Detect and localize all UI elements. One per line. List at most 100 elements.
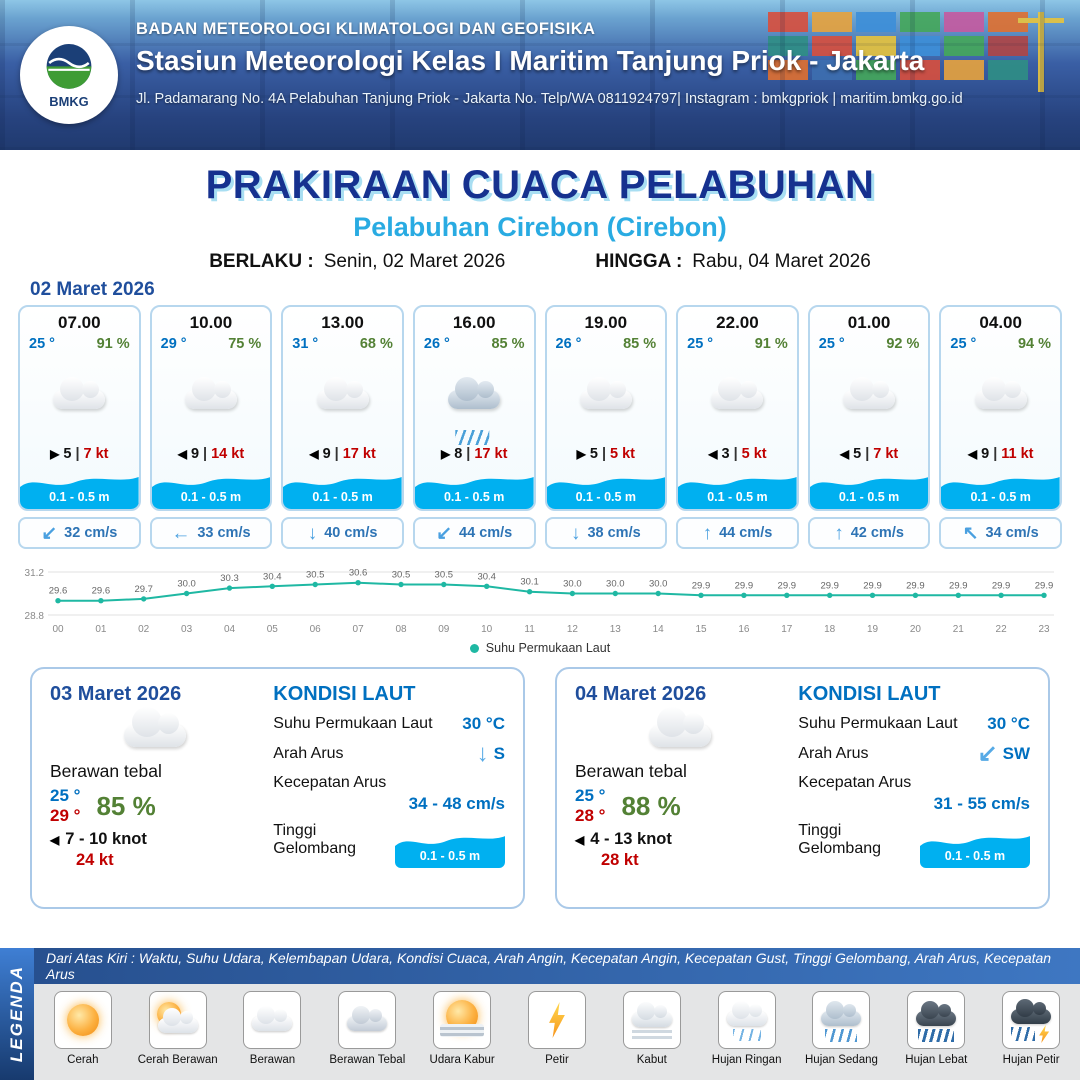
- wave-height-value: 0.1 - 0.5 m: [838, 490, 900, 504]
- contact-line: Jl. Padamarang No. 4A Pelabuhan Tanjung …: [136, 91, 963, 107]
- wind-row: ◀ 9 | 17 kt: [283, 446, 402, 465]
- current-direction-icon: ↑: [702, 522, 713, 544]
- svg-text:21: 21: [953, 624, 965, 635]
- daily-temps: 25 ° 28 ° 88 %: [575, 786, 784, 826]
- legend-item: Hujan Lebat: [890, 991, 982, 1066]
- bmkg-logo: BMKG: [20, 26, 118, 124]
- wave-height-value: 0.1 - 0.5 m: [49, 490, 110, 504]
- cerah-berawan-icon: [151, 998, 205, 1042]
- wave-shape-icon: [151, 477, 271, 509]
- wind-gust: 11 kt: [1001, 446, 1034, 462]
- cloud-icon: [726, 1001, 767, 1026]
- current-box: ↙ 44 cm/s: [412, 517, 536, 549]
- separator: |: [733, 446, 738, 462]
- svg-text:22: 22: [996, 624, 1008, 635]
- relative-humidity: 91 %: [96, 336, 130, 352]
- chart-legend-label: Suhu Permukaan Laut: [485, 641, 611, 655]
- current-box: ↙ 32 cm/s: [18, 517, 141, 549]
- cloud-icon: [123, 707, 186, 747]
- separator: |: [75, 446, 80, 462]
- wave-height-label: Tinggi Gelombang: [798, 822, 882, 857]
- bmkg-logo-icon: BMKG: [27, 33, 111, 117]
- current-direction-icon: ↑: [834, 522, 844, 544]
- svg-text:02: 02: [138, 624, 150, 635]
- cloud-icon: [448, 376, 501, 409]
- legend-icon-box: [717, 991, 776, 1049]
- legend-icon-box: [148, 991, 207, 1049]
- legend-item-label: Udara Kabur: [429, 1054, 495, 1066]
- header-text: BADAN METEOROLOGI KLIMATOLOGI DAN GEOFIS…: [136, 20, 1070, 107]
- svg-text:31.2: 31.2: [25, 568, 45, 579]
- wind-direction-icon: ◀: [708, 447, 718, 461]
- temp-humidity-row: 25 ° 91 %: [20, 333, 139, 352]
- hourly-forecast-card: 19.00 26 ° 85 % ▶ 5 | 5 kt 0.1 - 0.5 m: [544, 305, 668, 549]
- cloud-icon: [252, 1006, 293, 1031]
- air-temperature: 26 °: [423, 336, 450, 352]
- cloud-icon: [184, 376, 237, 409]
- wind-gust: 7 kt: [83, 446, 109, 462]
- current-box: ↖ 34 cm/s: [939, 517, 1062, 549]
- current-speed: 33 cm/s: [197, 525, 251, 541]
- svg-text:18: 18: [824, 624, 836, 635]
- air-temperature: 31 °: [292, 336, 319, 352]
- relative-humidity: 85 %: [491, 336, 525, 352]
- daily-wind: ◀ 4 - 13 knot: [575, 830, 784, 849]
- cloud-icon: [1011, 999, 1052, 1024]
- weather-condition-icon: [547, 352, 666, 446]
- air-temperature: 25 °: [950, 336, 977, 352]
- svg-text:30.5: 30.5: [392, 570, 411, 581]
- wind-row: ▶ 5 | 5 kt: [547, 446, 666, 465]
- legend-section: LEGENDA Dari Atas Kiri : Waktu, Suhu Uda…: [0, 948, 1080, 1080]
- legend-sidebar-title: LEGENDA: [7, 965, 26, 1063]
- wind-gust: 17 kt: [474, 446, 508, 462]
- svg-text:04: 04: [224, 624, 236, 635]
- wave-shape-icon: [919, 836, 1030, 868]
- wave-height-value: 0.1 - 0.5 m: [180, 490, 242, 504]
- icon-detail: [440, 1024, 485, 1037]
- wave-height-value: 0.1 - 0.5 m: [575, 490, 637, 504]
- forecast-time: 19.00: [584, 313, 628, 332]
- cloud-icon: [916, 1001, 957, 1026]
- temp-humidity-row: 29 ° 75 %: [152, 333, 271, 352]
- svg-text:30.4: 30.4: [477, 571, 496, 582]
- weather-condition-icon: [810, 352, 929, 446]
- current-direction-icon: ←: [171, 522, 191, 544]
- svg-text:00: 00: [52, 624, 64, 635]
- svg-text:28.8: 28.8: [25, 611, 45, 622]
- air-temperature: 29 °: [160, 336, 187, 352]
- sun-icon: [66, 1004, 99, 1036]
- daily-wind: ◀ 7 - 10 knot: [50, 830, 259, 849]
- wave-height-band: 0.1 - 0.5 m: [151, 465, 271, 509]
- daily-condition: Berawan tebal: [50, 761, 162, 781]
- current-speed: 44 cm/s: [459, 525, 513, 541]
- wave-shape-icon: [394, 836, 505, 868]
- relative-humidity: 94 %: [1017, 336, 1051, 352]
- legend-item: Hujan Ringan: [701, 991, 793, 1066]
- legend-item-label: Berawan Tebal: [329, 1054, 406, 1066]
- wind-row: ◀ 9 | 11 kt: [941, 446, 1060, 465]
- icon-detail: [732, 1029, 761, 1041]
- current-box: ↓ 38 cm/s: [544, 517, 668, 549]
- svg-text:23: 23: [1038, 624, 1050, 635]
- sea-condition-column: KONDISI LAUT Suhu Permukaan Laut 30 °C A…: [784, 683, 1030, 893]
- current-direction-icon: ↙: [977, 740, 998, 767]
- wind-row: ◀ 3 | 5 kt: [678, 446, 797, 465]
- daily-wind-speed: 4 - 13 knot: [590, 830, 672, 848]
- current-direction-icon: ↓: [570, 522, 581, 544]
- wind-direction-icon: ▶: [440, 447, 451, 461]
- legend-item: Hujan Petir: [985, 991, 1077, 1066]
- current-box: ← 33 cm/s: [149, 517, 273, 549]
- cloud-icon: [648, 707, 711, 747]
- wave-height-band: 0.1 - 0.5 m: [20, 465, 139, 509]
- svg-text:16: 16: [738, 624, 750, 635]
- svg-text:29.6: 29.6: [92, 586, 111, 597]
- wave-height-band: 0.1 - 0.5 m: [546, 465, 666, 509]
- temp-min: 25 °: [50, 786, 81, 805]
- legend-item-label: Kabut: [636, 1054, 667, 1066]
- legend-item: Udara Kabur: [416, 991, 508, 1066]
- legend-icon-box: [527, 991, 586, 1049]
- relative-humidity: 85 %: [623, 336, 657, 352]
- svg-text:30.0: 30.0: [177, 579, 196, 590]
- sea-condition-column: KONDISI LAUT Suhu Permukaan Laut 30 °C A…: [259, 683, 505, 893]
- wind-direction-icon: ◀: [309, 447, 319, 461]
